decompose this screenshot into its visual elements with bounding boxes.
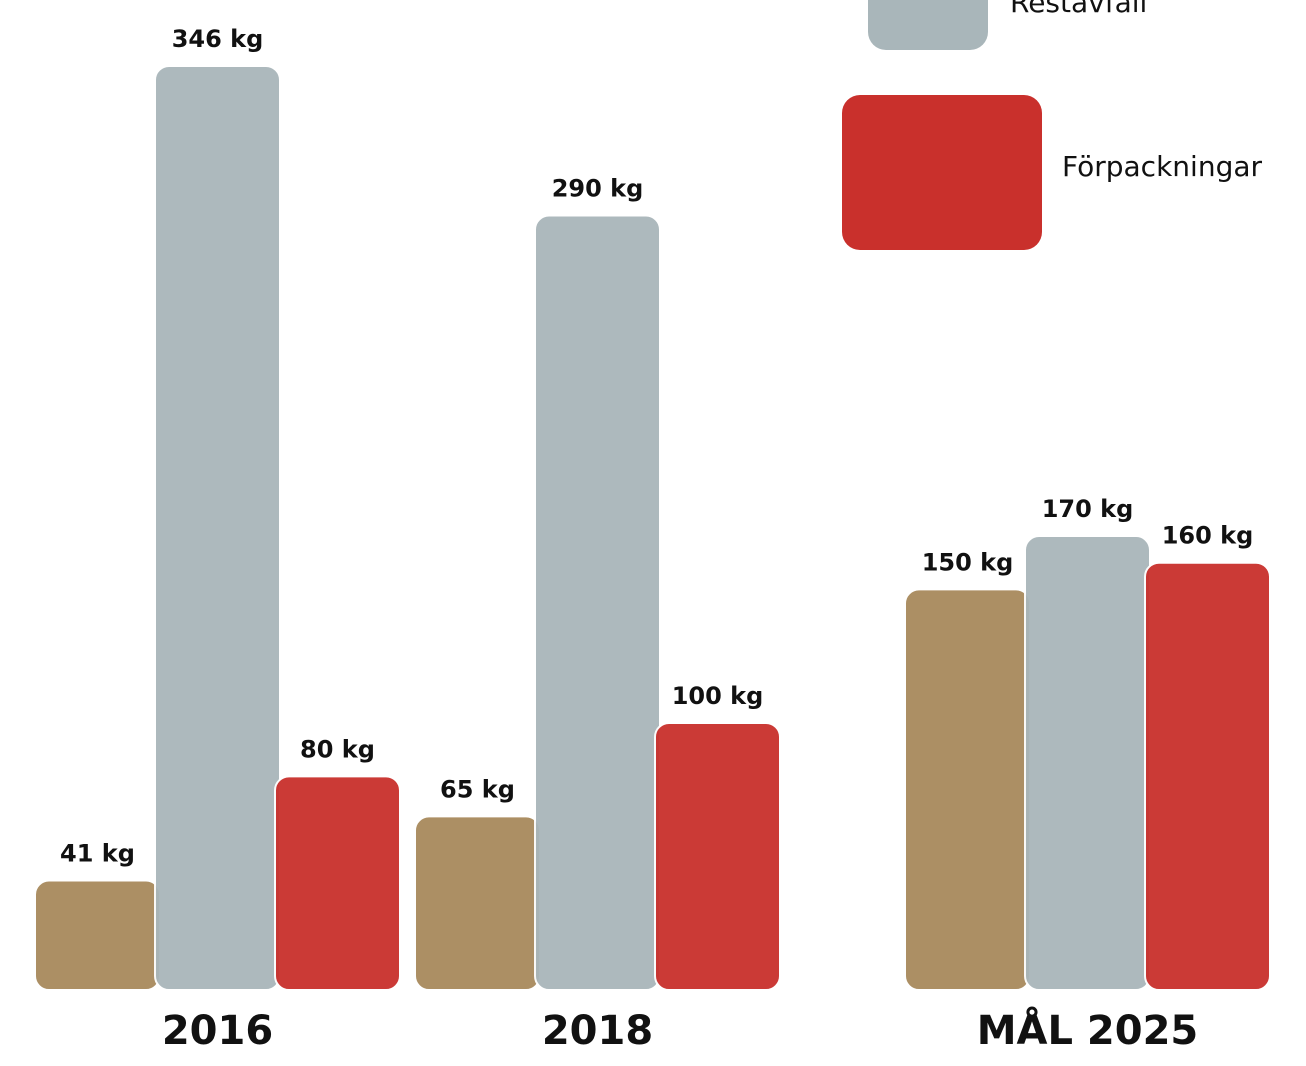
value-label: 65 kg — [440, 775, 515, 803]
legend-label: Restavfall — [1010, 0, 1147, 19]
bar — [34, 879, 161, 991]
category-label: 2018 — [542, 1008, 653, 1054]
value-label: 80 kg — [300, 735, 375, 763]
category-label: 2016 — [162, 1008, 273, 1054]
bar — [154, 65, 281, 991]
value-label: 160 kg — [1162, 522, 1254, 550]
value-label: 170 kg — [1042, 495, 1134, 523]
legend-swatch — [842, 95, 1042, 250]
value-label: 150 kg — [922, 548, 1014, 576]
value-label: 290 kg — [552, 175, 644, 203]
bar — [534, 214, 661, 991]
bar — [274, 775, 401, 992]
category-label: MÅL 2025 — [977, 1005, 1199, 1054]
bar — [654, 721, 781, 992]
legend-label: Förpackningar — [1062, 150, 1262, 183]
bar — [1144, 561, 1271, 991]
value-label: 100 kg — [672, 682, 764, 710]
value-label: 41 kg — [60, 840, 135, 868]
legend-swatch — [868, 0, 988, 50]
bar — [414, 815, 541, 992]
bar — [1024, 535, 1151, 991]
bar — [904, 588, 1031, 991]
value-label: 346 kg — [172, 25, 264, 53]
